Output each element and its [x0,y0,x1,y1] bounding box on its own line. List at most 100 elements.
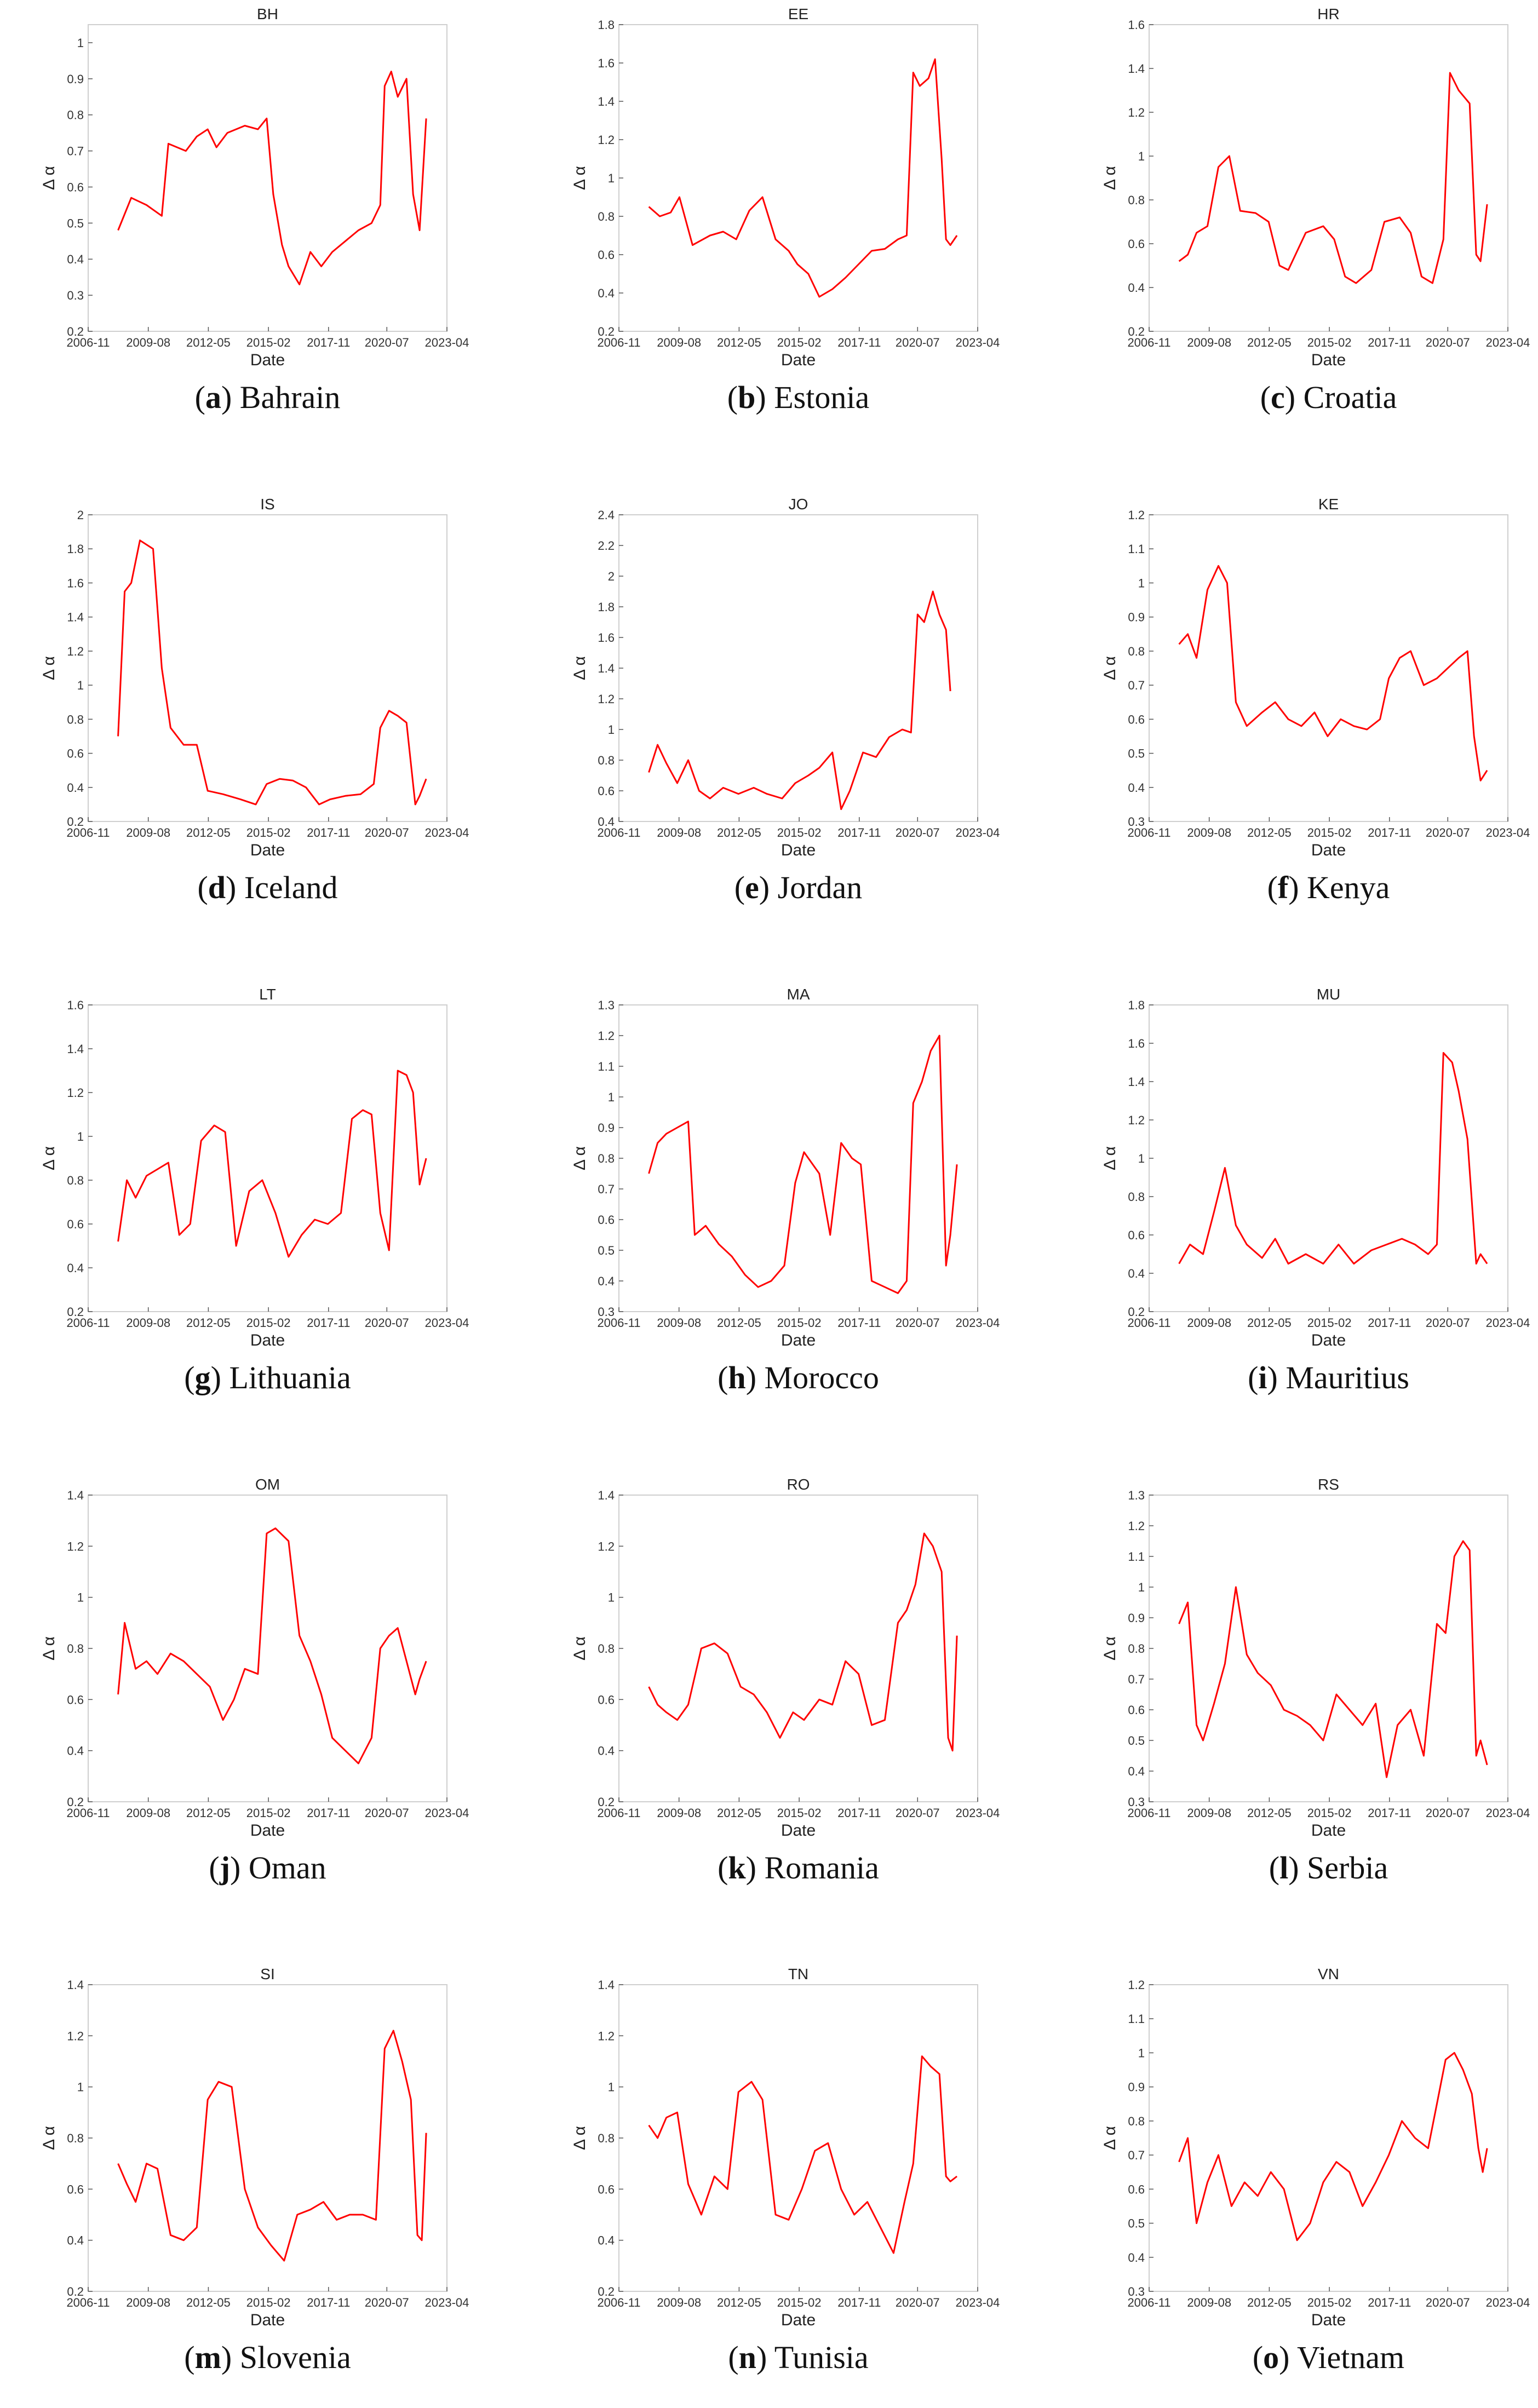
x-tick-label: 2006-11 [1127,2296,1170,2309]
plot-frame [1149,24,1508,332]
x-tick-label: 2015-02 [246,1806,291,1820]
x-axis-label: Date [250,351,285,369]
x-tick-label: 2023-04 [956,826,1000,840]
series-line-rs [1178,1540,1488,1778]
y-tick-label: 0.6 [1128,712,1145,726]
y-tick-label: 0.4 [1128,2251,1145,2265]
y-tick-label: 0.4 [598,2234,615,2248]
x-axis-label: Date [250,1821,285,1840]
series-line-vn [1178,2051,1488,2242]
x-tick-label: 2009-08 [657,1316,701,1330]
x-tick-label: 2006-11 [1127,1316,1170,1330]
y-tick-label: 0.8 [67,1642,84,1656]
y-tick-label: 0.6 [598,784,615,798]
caption-country: Serbia [1307,1850,1388,1886]
y-tick-label: 0.4 [598,1274,615,1288]
y-tick-label: 0.6 [598,248,615,262]
y-tick-label: 1.1 [1128,542,1145,556]
x-tick-label: 2017-11 [307,826,350,840]
x-tick-label: 2012-05 [186,2296,231,2309]
x-tick-label: 2015-02 [777,336,822,349]
y-tick-label: 1.4 [598,662,615,675]
y-tick-label: 1.2 [67,1539,84,1553]
y-tick-label: 0.2 [1128,1305,1145,1319]
caption-letter: h [728,1360,745,1395]
x-tick-label: 2015-02 [1307,1316,1352,1330]
caption-paren-close: ) [211,1360,229,1395]
x-tick-label: 2012-05 [186,336,231,349]
y-tick-label: 0.9 [1128,611,1145,624]
subplot-om: OM 0.2 0.4 0.6 0.8 1 1.2 1.4 2006-11 2009-08 2012-… [40,1476,469,1886]
y-tick-label: 0.8 [1128,1642,1145,1656]
series-line-is [117,539,427,806]
subplot-ee: EE 0.2 0.4 0.6 0.8 1 1.2 1.4 1.6 1.8 2006-11 2009-0… [571,5,1000,415]
subplot-title: LT [259,986,276,1003]
y-tick-label: 1 [608,723,615,737]
caption-letter: k [728,1850,746,1886]
y-axis-label: Δ α [1101,1636,1119,1660]
subplot-title: VN [1318,1966,1339,1982]
y-tick-label: 0.8 [1128,2114,1145,2128]
caption-letter: m [195,2340,221,2375]
x-axis-label: Date [1311,841,1346,859]
y-tick-label: 1.4 [598,1489,615,1502]
subplot-tn: TN 0.2 0.4 0.6 0.8 1 1.2 1.4 2006-11 2009-08 2012-… [571,1966,1000,2375]
x-tick-label: 2023-04 [956,1806,1000,1820]
x-tick-label: 2017-11 [837,336,881,349]
caption-country: Oman [249,1850,326,1886]
x-tick-label: 2009-08 [1187,826,1231,840]
caption-paren-open: ( [718,1360,728,1395]
y-tick-label: 1.8 [598,18,615,32]
x-axis-label: Date [1311,351,1346,369]
y-tick-label: 1.2 [598,1029,615,1043]
x-tick-label: 2009-08 [126,826,170,840]
subplot-title: TN [788,1966,808,1982]
caption-paren-open: ( [728,2340,738,2375]
x-tick-label: 2017-11 [837,1806,881,1820]
y-tick-label: 1.2 [1128,508,1145,522]
caption-paren-close: ) [755,380,774,415]
subplot-ro: RO 0.2 0.4 0.6 0.8 1 1.2 1.4 2006-11 2009-08 2012-… [571,1476,1000,1886]
caption-country: Morocco [765,1360,879,1395]
x-tick-label: 2006-11 [597,2296,640,2309]
subplot-caption: (k) Romania [718,1850,879,1886]
y-tick-label: 1 [1138,150,1145,163]
x-tick-label: 2015-02 [1307,2296,1352,2309]
y-tick-label: 0.2 [67,1795,84,1809]
y-tick-label: 0.2 [67,325,84,338]
y-tick-label: 1.8 [1128,998,1145,1012]
caption-paren-open: ( [184,1360,194,1395]
series-line-mu [1178,1052,1488,1265]
x-tick-label: 2012-05 [186,1806,231,1820]
x-tick-label: 2020-07 [365,1316,409,1330]
x-tick-label: 2017-11 [307,1316,350,1330]
x-tick-label: 2009-08 [1187,336,1231,349]
caption-paren-close: ) [1285,380,1304,415]
caption-paren-open: ( [197,870,208,905]
caption-paren-close: ) [746,1360,765,1395]
x-tick-label: 2006-11 [1127,336,1170,349]
x-tick-label: 2015-02 [777,1806,822,1820]
y-tick-label: 0.5 [67,216,84,230]
x-tick-label: 2006-11 [66,826,110,840]
series-line-ma [648,1035,958,1294]
y-tick-label: 0.7 [1128,679,1145,692]
y-axis-label: Δ α [40,656,58,680]
x-tick-label: 2017-11 [1368,2296,1411,2309]
subplot-caption: (i) Mauritius [1248,1360,1409,1395]
y-tick-label: 1.2 [598,133,615,147]
x-tick-label: 2009-08 [1187,1806,1231,1820]
x-tick-label: 2006-11 [66,1316,110,1330]
y-tick-label: 0.6 [67,180,84,194]
y-tick-label: 0.6 [67,2182,84,2196]
x-tick-label: 2012-05 [186,1316,231,1330]
y-tick-label: 1.4 [1128,62,1145,76]
x-axis-label: Date [250,2311,285,2329]
subplot-caption: (n) Tunisia [728,2340,868,2375]
y-tick-label: 1.2 [598,692,615,706]
y-tick-label: 1.6 [598,56,615,70]
subplot-title: MU [1317,986,1341,1003]
subplot-title: HR [1317,5,1339,22]
y-tick-label: 0.8 [598,1642,615,1656]
